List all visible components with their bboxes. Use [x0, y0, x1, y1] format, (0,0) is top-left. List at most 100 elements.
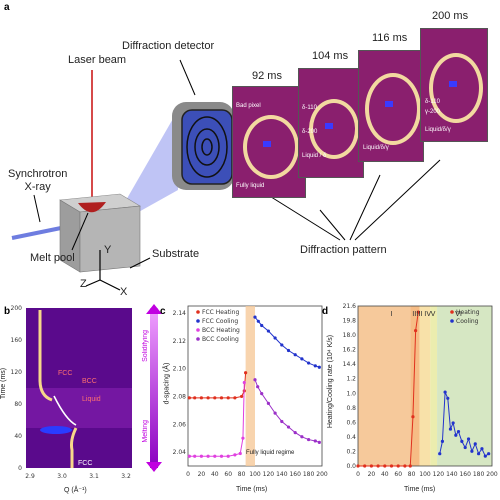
- panel-d-xlabel: Time (ms): [404, 486, 436, 493]
- arrow-xray: [33, 194, 41, 223]
- d-xtick-label: 60: [394, 471, 402, 478]
- data-point: [313, 439, 317, 443]
- data-point: [253, 378, 257, 382]
- data-point: [260, 392, 264, 396]
- d-ytick-label: 0.2: [346, 448, 356, 455]
- colorbar-top: Solidifying: [142, 330, 149, 362]
- data-point: [313, 364, 317, 368]
- data-point: [383, 464, 387, 468]
- c-xtick-label: 40: [211, 471, 219, 478]
- colorbar-bottom: Melting: [142, 420, 149, 443]
- data-point: [260, 323, 264, 328]
- panel-c-ylabel: d-spacing (Å): [163, 362, 171, 405]
- data-point: [389, 464, 394, 468]
- d-xtick-label: 100: [419, 471, 431, 478]
- arrow-melt: [71, 212, 89, 251]
- data-point: [286, 425, 291, 429]
- data-point: [226, 396, 230, 400]
- b-xtick-label: 3.1: [89, 473, 99, 480]
- b-xtick-label: 3.2: [121, 473, 131, 480]
- legend-label: Heating: [456, 309, 480, 316]
- d-xtick-label: 160: [459, 471, 471, 478]
- legend-marker: [196, 337, 200, 341]
- data-point: [256, 385, 260, 389]
- panel-c-xticks: 0 20 40 60 80 100 120 140 160 180 200: [186, 471, 328, 478]
- panel-a-illustration: [11, 59, 441, 291]
- c-xtick-label: 100: [249, 471, 261, 478]
- frame-text-3: Liquid/δ/γ: [425, 127, 451, 133]
- frame-time-92: 92 ms: [252, 70, 282, 82]
- data-point: [440, 439, 445, 443]
- data-point: [300, 357, 304, 361]
- ring: [243, 115, 299, 179]
- panel-letter-c: c: [160, 306, 166, 317]
- data-point: [307, 361, 311, 365]
- data-point: [193, 396, 197, 400]
- frame-text-1: Bad pixel: [236, 103, 261, 109]
- frame-time-200: 200 ms: [432, 10, 469, 22]
- data-point: [280, 419, 284, 424]
- frame-92: Bad pixel Fully liquid: [232, 86, 306, 198]
- frame-text-1: Liquid/δ/γ: [363, 145, 389, 151]
- data-point: [451, 421, 455, 425]
- b-xtick-label: 3.0: [57, 473, 67, 480]
- panel-c-legend: FCC Heating FCC Cooling BCC Heating BCC Coo…: [196, 309, 240, 343]
- data-point: [317, 440, 321, 444]
- c-xtick-label: 180: [303, 471, 315, 478]
- data-point: [244, 371, 248, 375]
- data-point: [242, 380, 246, 385]
- legend-marker: [196, 319, 200, 323]
- data-point: [477, 452, 481, 456]
- d-ytick-label: 1.0: [346, 390, 356, 397]
- b-ytick-label: 120: [11, 369, 23, 376]
- data-point: [460, 439, 464, 443]
- legend-marker: [450, 310, 454, 314]
- c-xtick-label: 20: [198, 471, 206, 478]
- c-xtick-label: 80: [238, 471, 246, 478]
- stage-band: [430, 306, 438, 466]
- data-point: [369, 464, 373, 468]
- band-label: Fully liquid regime: [246, 450, 295, 456]
- data-point: [446, 396, 450, 400]
- ring: [365, 73, 421, 145]
- data-point: [193, 454, 197, 458]
- d-ytick-label: 18.0: [343, 332, 357, 339]
- substrate-label: Substrate: [152, 248, 200, 260]
- panel-c-xlabel: Time (ms): [236, 486, 268, 493]
- laser-label: Laser beam: [68, 54, 127, 66]
- panel-a: Bad pixel Fully liquid 92 ms δ-110 δ-200…: [4, 2, 488, 298]
- frame-time-116: 116 ms: [372, 32, 408, 44]
- substrate-front: [79, 205, 141, 273]
- plot-frame: [357, 305, 493, 467]
- data-point: [307, 437, 311, 442]
- c-ytick-label: 2.10: [173, 366, 187, 373]
- data-point: [443, 390, 447, 394]
- panel-d-plot: 0 20 40 60 80 100 120 140 160 180 200 0.0 0.2 0.4 0.6…: [343, 303, 498, 478]
- d-ytick-label: 21.6: [343, 303, 357, 310]
- b-ytick-label: 40: [14, 433, 22, 440]
- label-fcc-top: FCC: [58, 370, 73, 377]
- legend-marker: [196, 310, 200, 314]
- frame-time-104: 104 ms: [312, 50, 349, 62]
- liquid-blob: [40, 426, 72, 434]
- d-ytick-label: 1.2: [346, 376, 356, 383]
- data-point: [411, 415, 415, 419]
- data-point: [273, 336, 277, 340]
- detector-ring-outer: [186, 116, 228, 178]
- d-xtick-label: 180: [473, 471, 485, 478]
- axis-y-label: Y: [104, 244, 112, 256]
- panel-c-plot: 0 20 40 60 80 100 120 140 160 180 200 2.04 2.06 2.08…: [173, 305, 328, 478]
- stage-band: [419, 306, 431, 466]
- c-ytick-label: 2.08: [173, 393, 187, 400]
- data-point: [448, 427, 453, 431]
- arrow-pattern-4: [354, 159, 441, 241]
- detector-ring-mid: [194, 128, 220, 166]
- data-point: [199, 396, 203, 400]
- b-ytick-label: 200: [11, 305, 23, 312]
- panel-c: c 0 20 40 60 80 100 120 140 160 180 200 2.04 2.06 2.…: [160, 300, 330, 500]
- detector-label: Diffraction detector: [122, 40, 215, 52]
- data-point: [466, 437, 471, 441]
- data-point: [286, 348, 291, 353]
- stage-band: [437, 306, 492, 466]
- stage-label: II: [412, 310, 416, 318]
